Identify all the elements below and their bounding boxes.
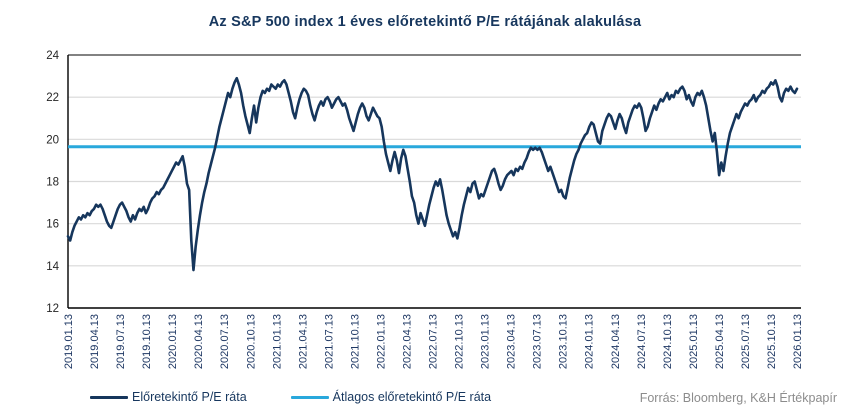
x-axis-tick-label: 2023.07.13 xyxy=(532,314,544,369)
legend-label-forward-pe: Előretekintő P/E ráta xyxy=(132,390,247,404)
x-axis-tick-label: 2023.01.13 xyxy=(480,314,492,369)
x-axis-tick-label: 2020.07.13 xyxy=(219,314,231,369)
x-axis-tick-label: 2023.10.13 xyxy=(558,314,570,369)
x-axis-tick-label: 2025.10.13 xyxy=(766,314,778,369)
y-axis-tick-label: 12 xyxy=(46,303,59,315)
x-axis-tick-label: 2019.04.13 xyxy=(89,314,101,369)
y-axis-tick-label: 24 xyxy=(46,50,59,62)
x-axis-tick-label: 2022.01.13 xyxy=(375,314,387,369)
x-axis-tick-label: 2022.07.13 xyxy=(428,314,440,369)
chart-title: Az S&P 500 index 1 éves előretekintő P/E… xyxy=(208,14,642,30)
forward-pe-line xyxy=(66,76,799,272)
x-axis-tick-label: 2021.04.13 xyxy=(297,314,309,369)
x-axis-tick-label: 2024.04.13 xyxy=(610,314,622,369)
legend-item-average-pe: Átlagos előretekintő P/E ráta xyxy=(290,390,492,404)
x-axis-tick-label: 2024.01.13 xyxy=(584,314,596,369)
y-axis-tick-label: 14 xyxy=(46,261,59,273)
average-pe-line-swatch xyxy=(290,395,329,399)
source-note: Forrás: Bloomberg, K&H Értékpapír xyxy=(639,391,837,405)
x-axis-tick-label: 2024.07.13 xyxy=(636,314,648,369)
x-axis-tick-label: 2024.10.13 xyxy=(662,314,674,369)
y-axis-tick-label: 16 xyxy=(46,219,59,231)
x-axis-tick-label: 2022.10.13 xyxy=(454,314,466,369)
x-axis-tick-label: 2022.04.13 xyxy=(401,314,413,369)
x-axis-tick-label: 2025.07.13 xyxy=(740,314,752,369)
x-axis-tick-label: 2020.04.13 xyxy=(193,314,205,369)
legend-item-forward-pe: Előretekintő P/E ráta xyxy=(90,390,247,404)
x-axis-tick-label: 2023.04.13 xyxy=(506,314,518,369)
forward-pe-line-swatch xyxy=(90,395,128,399)
x-axis-tick-label: 2019.10.13 xyxy=(141,314,153,369)
y-axis-tick-label: 20 xyxy=(46,134,59,146)
chart-legend: Előretekintő P/E ráta Átlagos előretekin… xyxy=(90,390,491,404)
x-axis-tick-label: 2025.04.13 xyxy=(714,314,726,369)
y-axis-tick-label: 18 xyxy=(46,177,59,189)
x-axis-tick-label: 2019.01.13 xyxy=(63,314,75,369)
x-axis-tick-label: 2020.01.13 xyxy=(167,314,179,369)
x-axis-tick-label: 2021.10.13 xyxy=(349,314,361,369)
x-axis-tick-label: 2021.07.13 xyxy=(323,314,335,369)
x-axis-tick-label: 2021.01.13 xyxy=(271,314,283,369)
x-axis-tick-label: 2025.01.13 xyxy=(688,314,700,369)
y-axis-tick-label: 22 xyxy=(46,92,59,104)
legend-label-average-pe: Átlagos előretekintő P/E ráta xyxy=(332,390,492,404)
x-axis-tick-label: 2020.10.13 xyxy=(245,314,257,369)
x-axis-tick-label: 2019.07.13 xyxy=(115,314,127,369)
x-axis-tick-label: 2026.01.13 xyxy=(792,314,804,369)
